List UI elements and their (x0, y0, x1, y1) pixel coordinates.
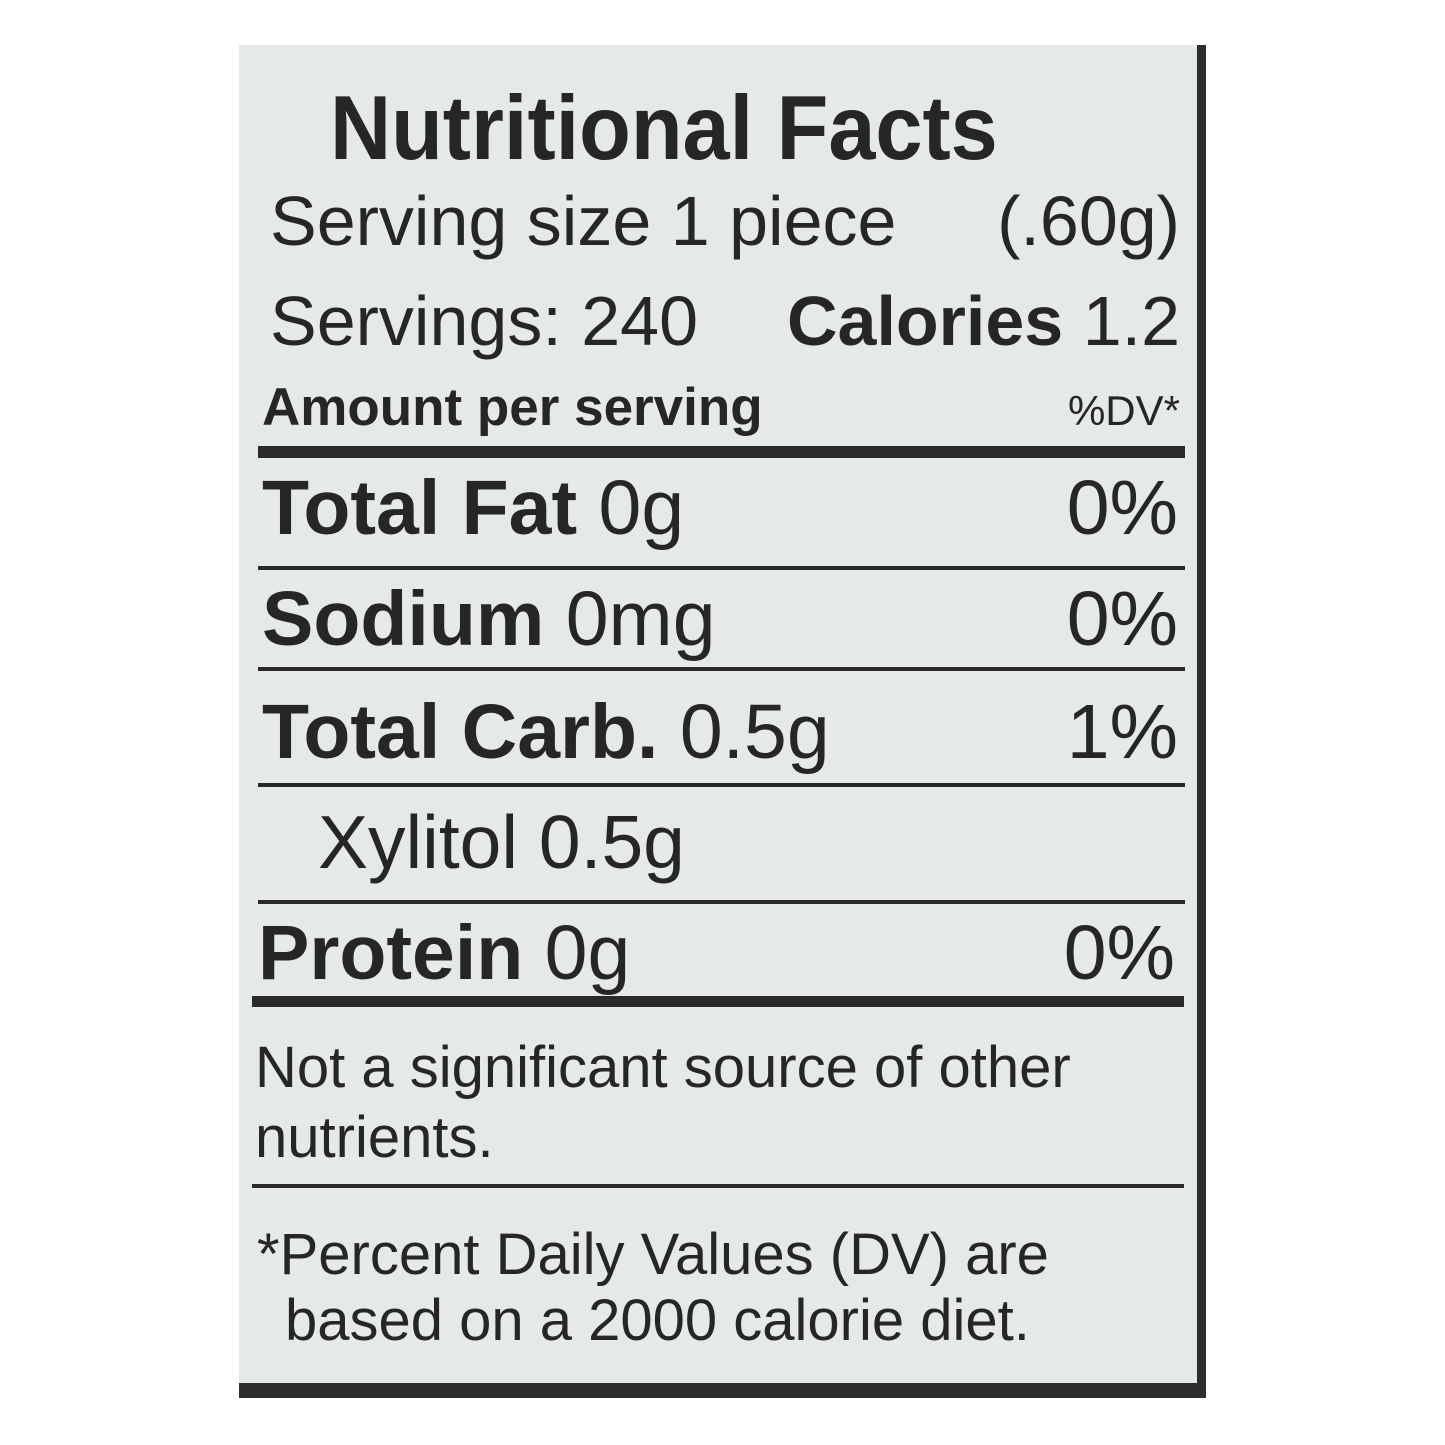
divider (258, 566, 1185, 570)
label-title: Nutritional Facts (330, 78, 998, 179)
thick-divider (252, 996, 1184, 1007)
nutrient-name: Sodium (262, 576, 545, 662)
nutrient-row-total-carb: Total Carb. 0.5g (262, 694, 830, 771)
thick-divider (258, 446, 1185, 458)
calories-value: 1.2 (1082, 282, 1180, 360)
nutrient-name: Xylitol (318, 800, 519, 884)
serving-size-weight: (.60g) (997, 182, 1180, 260)
nutrient-row-protein: Protein 0g (258, 915, 630, 992)
nutrient-amount: 0mg (565, 576, 716, 662)
nutrient-amount: 0g (544, 910, 631, 996)
nutrient-name: Total Carb. (262, 689, 659, 775)
servings-count: Servings: 240 (270, 282, 699, 360)
nutrient-dv: 0% (1066, 465, 1178, 551)
nutrition-label-panel (239, 45, 1206, 1398)
serving-size: Serving size 1 piece (270, 182, 897, 260)
footnote-line-1: *Percent Daily Values (DV) are (257, 1222, 1049, 1287)
nutrient-amount: 0.5g (679, 689, 830, 775)
nutrient-row-sodium: Sodium 0mg (262, 581, 716, 658)
nutrient-dv: 1% (1066, 689, 1178, 775)
nutrient-dv: 0% (1066, 576, 1178, 662)
divider (252, 1184, 1184, 1188)
amount-per-serving-header: Amount per serving (262, 378, 763, 437)
footnote-line-2: based on a 2000 calorie diet. (285, 1288, 1030, 1353)
calories-label: Calories (786, 282, 1064, 360)
nutrient-name: Total Fat (262, 465, 578, 551)
note-line-1: Not a significant source of other (255, 1035, 1071, 1100)
note-line-2: nutrients. (255, 1105, 494, 1170)
divider (258, 900, 1185, 904)
nutrient-amount: 0g (598, 465, 685, 551)
nutrient-name: Protein (258, 910, 524, 996)
calories: Calories 1.2 (787, 286, 1180, 356)
nutrient-row-xylitol: Xylitol 0.5g (318, 805, 685, 880)
nutrient-row-total-fat: Total Fat 0g (262, 470, 684, 547)
divider (258, 783, 1185, 787)
divider (258, 667, 1185, 671)
nutrient-amount: 0.5g (538, 800, 685, 884)
nutrient-dv: 0% (1063, 910, 1175, 996)
dv-header: %DV* (1067, 387, 1180, 434)
